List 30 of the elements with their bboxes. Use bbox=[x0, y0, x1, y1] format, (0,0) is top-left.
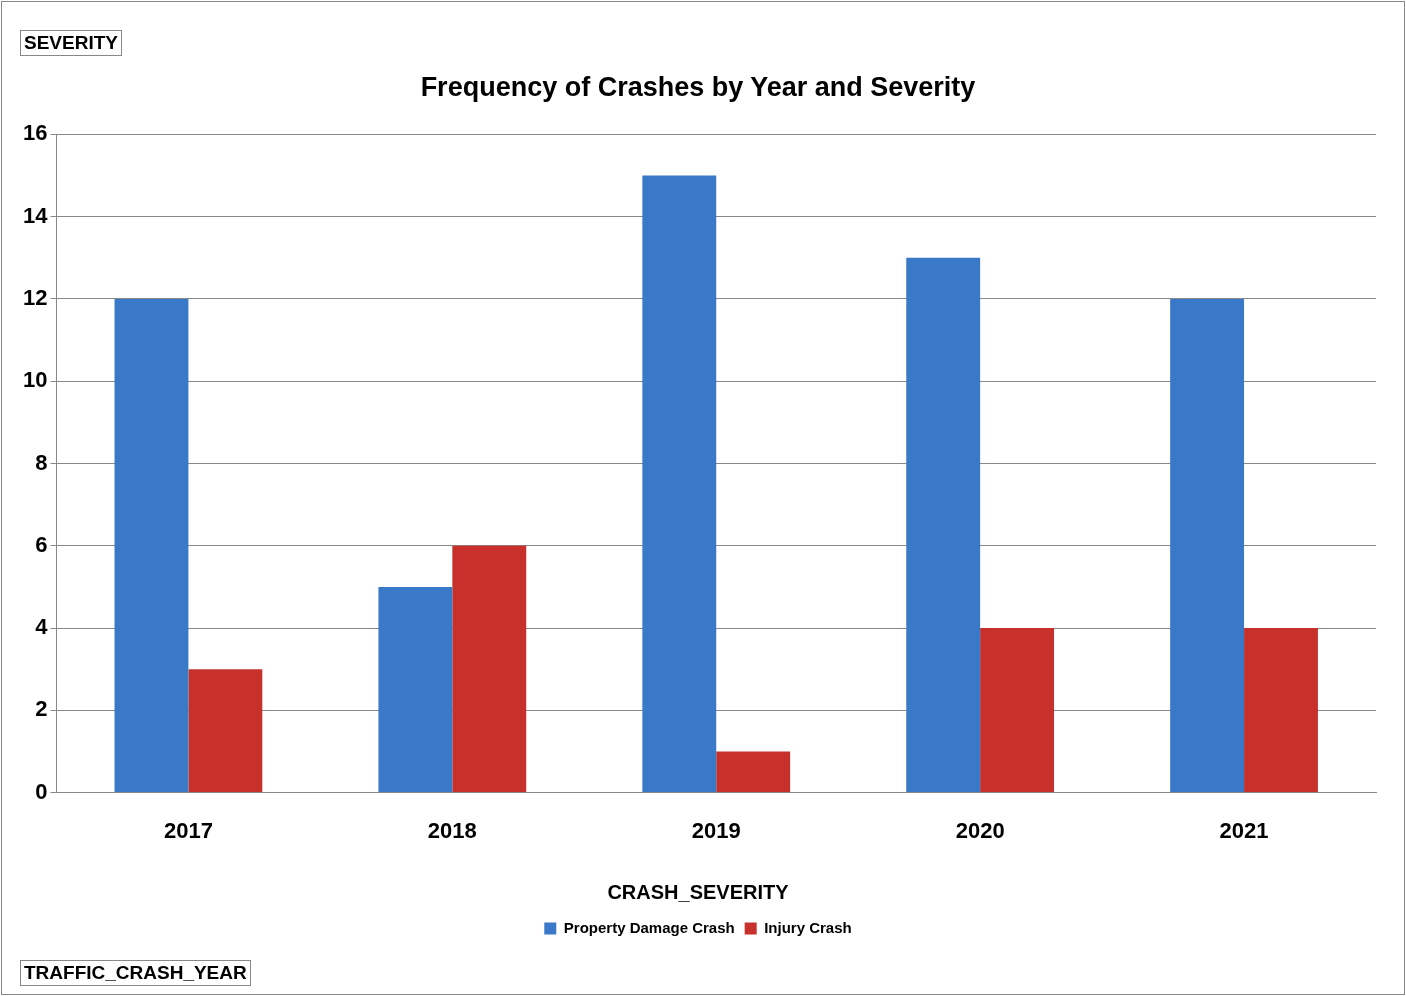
y-tick-label: 14 bbox=[22, 202, 49, 228]
text: TRAFFIC_CRASH_YEAR bbox=[20, 960, 251, 986]
text: SEVERITY bbox=[20, 30, 122, 56]
legend-label: Property Damage Crash bbox=[563, 918, 735, 936]
bar bbox=[1170, 298, 1245, 793]
bar bbox=[452, 545, 527, 793]
bar bbox=[642, 175, 717, 793]
x-tick-label: 2021 bbox=[1219, 817, 1269, 843]
y-tick-label: 0 bbox=[35, 778, 48, 804]
x-tick-label: 2017 bbox=[163, 817, 213, 843]
y-tick-label: 4 bbox=[35, 614, 49, 640]
y-tick-label: 10 bbox=[22, 367, 48, 393]
bar bbox=[188, 669, 263, 793]
x-tick-label: 2018 bbox=[427, 817, 477, 843]
y-tick-label: 16 bbox=[22, 120, 48, 146]
bar bbox=[716, 751, 791, 793]
legend-title: CRASH_SEVERITY bbox=[607, 880, 790, 903]
x-tick-label: 2019 bbox=[691, 817, 741, 843]
bar bbox=[114, 298, 189, 793]
bar bbox=[980, 628, 1055, 793]
y-tick-label: 2 bbox=[35, 696, 48, 722]
y-tick-label: 6 bbox=[35, 531, 48, 557]
y-tick-label: 12 bbox=[22, 285, 48, 311]
chart-title: Frequency of Crashes by Year and Severity bbox=[420, 71, 976, 102]
legend-label: Injury Crash bbox=[764, 918, 852, 936]
x-tick-label: 2020 bbox=[955, 817, 1005, 843]
bar bbox=[1244, 628, 1318, 793]
bar bbox=[906, 257, 981, 793]
bar bbox=[378, 586, 453, 793]
y-tick-label: 8 bbox=[35, 449, 48, 475]
